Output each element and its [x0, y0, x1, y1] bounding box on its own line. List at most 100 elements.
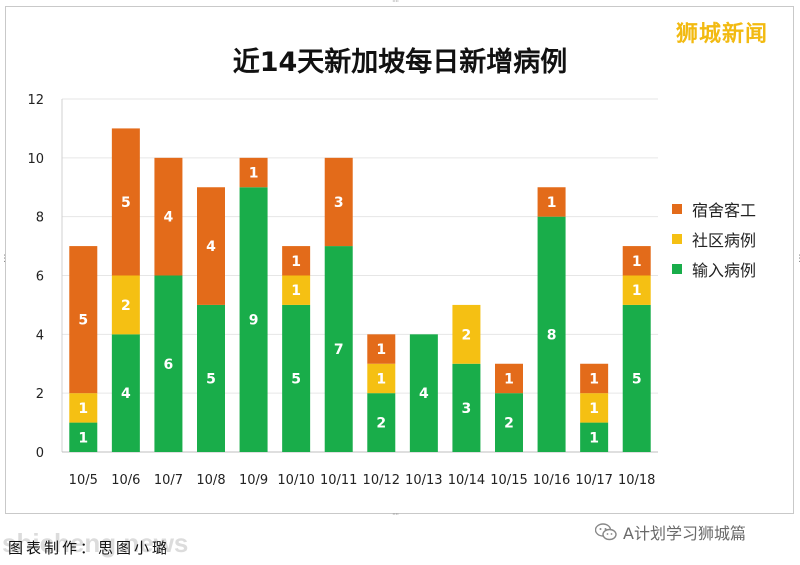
y-tick-label: 6: [36, 270, 44, 285]
data-label: 2: [462, 327, 472, 343]
data-label: 1: [291, 254, 301, 270]
x-tick-label: 10/13: [405, 473, 442, 488]
legend-swatch: [672, 264, 682, 274]
bar-segment: [495, 393, 523, 452]
wechat-source: A计划学习狮城篇: [595, 520, 746, 544]
legend-label: 输入病例: [692, 261, 757, 280]
legend-label: 宿舍客工: [692, 201, 757, 220]
bar-segment: [197, 187, 225, 305]
chart-credit-caption: 图表制作：思图小璐: [8, 539, 171, 557]
data-label: 4: [164, 210, 174, 226]
wechat-icon: [595, 523, 617, 541]
data-label: 1: [589, 401, 599, 417]
bar-segment: [111, 128, 140, 276]
bar-segment: [197, 304, 225, 452]
data-label: 4: [121, 386, 131, 402]
y-tick-label: 10: [27, 152, 44, 167]
data-label: 9: [249, 313, 259, 329]
resize-handle-bottom[interactable]: [392, 513, 398, 517]
x-tick-label: 10/7: [154, 473, 183, 488]
data-label: 5: [78, 313, 88, 329]
legend-swatch: [672, 204, 682, 214]
x-tick-label: 10/10: [277, 473, 314, 488]
bar-segment: [537, 216, 566, 452]
data-label: 3: [462, 401, 472, 417]
data-label: 1: [291, 283, 301, 299]
bar-segment: [580, 363, 609, 394]
x-tick-label: 10/6: [111, 473, 140, 488]
data-label: 5: [632, 371, 642, 387]
bar-segment: [111, 275, 140, 335]
data-label: 1: [504, 371, 514, 387]
bar-segment: [69, 422, 98, 452]
bar-segment: [154, 157, 183, 276]
x-tick-label: 10/15: [490, 473, 527, 488]
bar-segment: [452, 304, 481, 364]
source-account-name: A计划学习狮城篇: [623, 524, 746, 543]
legend-swatch: [672, 234, 682, 244]
x-tick-label: 10/9: [239, 473, 268, 488]
bar-segment: [367, 363, 396, 394]
url-watermark: shicheng.news: [2, 528, 189, 558]
data-label: 4: [419, 386, 429, 402]
y-tick-label: 0: [36, 446, 44, 461]
x-tick-label: 10/16: [533, 473, 570, 488]
bar-segment: [367, 334, 396, 364]
bar-segment: [69, 393, 98, 423]
chart-title: 近14天新加坡每日新增病例: [232, 47, 568, 78]
data-label: 1: [632, 254, 642, 270]
bar-segment: [282, 275, 311, 305]
data-label: 1: [589, 430, 599, 446]
data-label: 2: [376, 416, 386, 432]
y-tick-label: 2: [36, 387, 44, 402]
bar-segment: [69, 246, 98, 394]
data-label: 2: [121, 298, 131, 314]
data-label: 5: [206, 371, 216, 387]
data-label: 1: [589, 371, 599, 387]
data-label: 5: [121, 195, 131, 211]
y-tick-label: 12: [27, 93, 44, 108]
x-tick-label: 10/17: [575, 473, 612, 488]
data-label: 6: [164, 357, 174, 373]
bar-segment: [495, 363, 523, 394]
x-tick-label: 10/12: [363, 473, 400, 488]
chart-legend: 宿舍客工 社区病例 输入病例: [672, 194, 756, 284]
bar-segment: [452, 363, 481, 452]
legend-item-community: 社区病例: [672, 224, 756, 254]
data-label: 3: [334, 195, 344, 211]
legend-label: 社区病例: [692, 231, 757, 250]
data-label: 1: [78, 430, 88, 446]
data-label: 2: [504, 416, 514, 432]
data-label: 1: [632, 283, 642, 299]
x-tick-label: 10/11: [320, 473, 357, 488]
bar-segment: [622, 246, 651, 276]
bar-segment: [580, 422, 609, 452]
data-label: 1: [376, 371, 386, 387]
bar-segment: [324, 246, 353, 452]
resize-handle-right[interactable]: [795, 255, 800, 264]
bar-segment: [409, 334, 438, 452]
data-label: 7: [334, 342, 344, 358]
bar-segment: [622, 275, 651, 305]
data-label: 1: [249, 166, 259, 182]
y-tick-label: 8: [36, 211, 44, 226]
legend-item-imported: 输入病例: [672, 254, 756, 284]
data-label: 5: [291, 371, 301, 387]
bar-segment: [111, 334, 140, 452]
x-tick-label: 10/14: [448, 473, 485, 488]
y-tick-label: 4: [36, 328, 44, 343]
x-tick-label: 10/8: [196, 473, 225, 488]
bar-segment: [537, 187, 566, 217]
resize-handle-left[interactable]: [0, 255, 8, 264]
legend-item-dormitory: 宿舍客工: [672, 194, 756, 224]
bar-segment: [580, 393, 609, 423]
resize-handle-top[interactable]: [392, 0, 398, 4]
bar-segment: [622, 304, 651, 452]
data-label: 4: [206, 239, 216, 255]
brand-watermark: 狮城新闻: [676, 22, 769, 47]
bar-segment: [282, 246, 311, 276]
data-label: 8: [547, 327, 557, 343]
bar-segment: [367, 393, 396, 452]
bar-segment: [239, 157, 268, 188]
